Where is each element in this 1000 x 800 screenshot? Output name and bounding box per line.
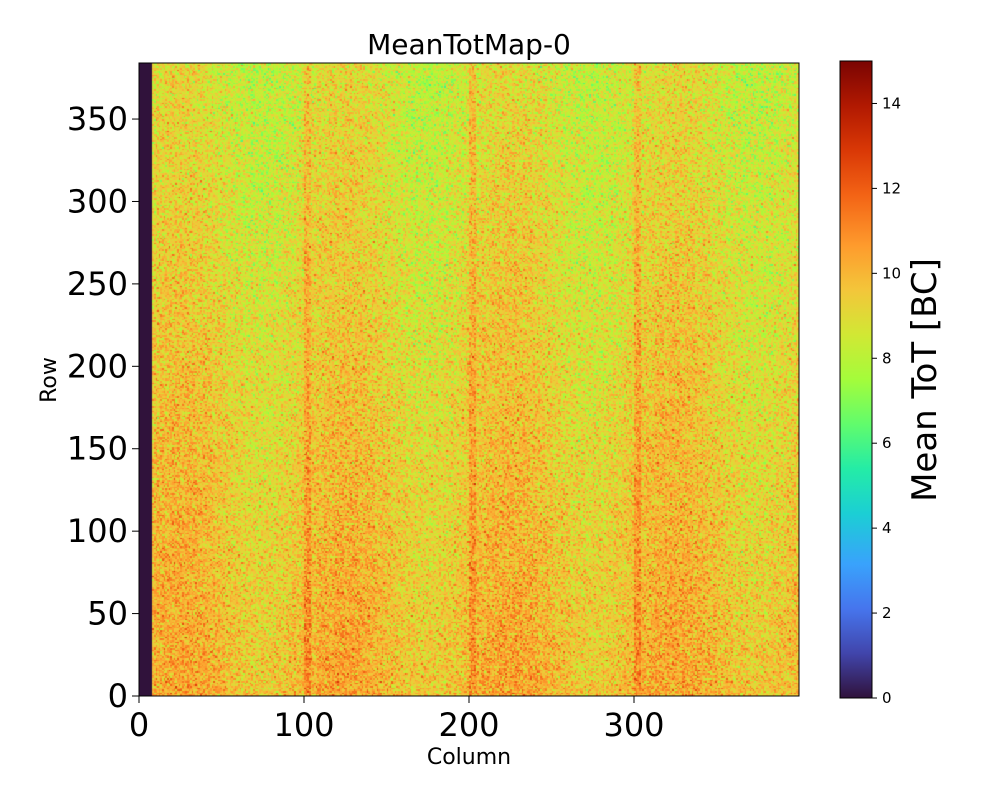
colorbar-tick-label: 0 bbox=[882, 689, 892, 707]
y-tick-label: 150 bbox=[67, 430, 128, 468]
y-tick-label: 0 bbox=[108, 677, 128, 715]
colorbar bbox=[840, 61, 872, 698]
y-tick-label: 200 bbox=[67, 347, 128, 385]
colorbar-tick-label: 10 bbox=[882, 264, 901, 282]
colorbar-frame bbox=[839, 60, 873, 699]
x-tick-label: 0 bbox=[129, 706, 149, 744]
colorbar-label: Mean ToT [BC] bbox=[905, 258, 945, 502]
y-tick-label: 250 bbox=[67, 265, 128, 303]
colorbar-tick-label: 2 bbox=[882, 604, 892, 622]
y-axis: 0 50 100 150 200 250 300 350 bbox=[67, 100, 139, 715]
chart-title: MeanTotMap-0 bbox=[367, 28, 571, 61]
x-axis: 0 100 200 300 bbox=[129, 696, 665, 744]
x-axis-label: Column bbox=[427, 745, 511, 770]
x-tick-label: 300 bbox=[603, 706, 664, 744]
heatmap-image-wrap bbox=[139, 63, 799, 696]
y-axis-label: Row bbox=[37, 357, 62, 403]
y-tick-label: 100 bbox=[67, 512, 128, 550]
colorbar-tick-label: 14 bbox=[882, 94, 901, 112]
colorbar-axis: 0 2 4 6 8 10 12 14 bbox=[872, 94, 901, 707]
y-tick-label: 350 bbox=[67, 100, 128, 138]
heatmap-cells bbox=[139, 63, 799, 696]
colorbar-tick-label: 4 bbox=[882, 519, 892, 537]
colorbar-tick-label: 6 bbox=[882, 434, 892, 452]
y-tick-label: 300 bbox=[67, 182, 128, 220]
y-tick-label: 50 bbox=[87, 595, 128, 633]
x-tick-label: 200 bbox=[438, 706, 499, 744]
colorbar-tick-label: 12 bbox=[882, 179, 901, 197]
colorbar-tick-label: 8 bbox=[882, 349, 892, 367]
x-tick-label: 100 bbox=[273, 706, 334, 744]
